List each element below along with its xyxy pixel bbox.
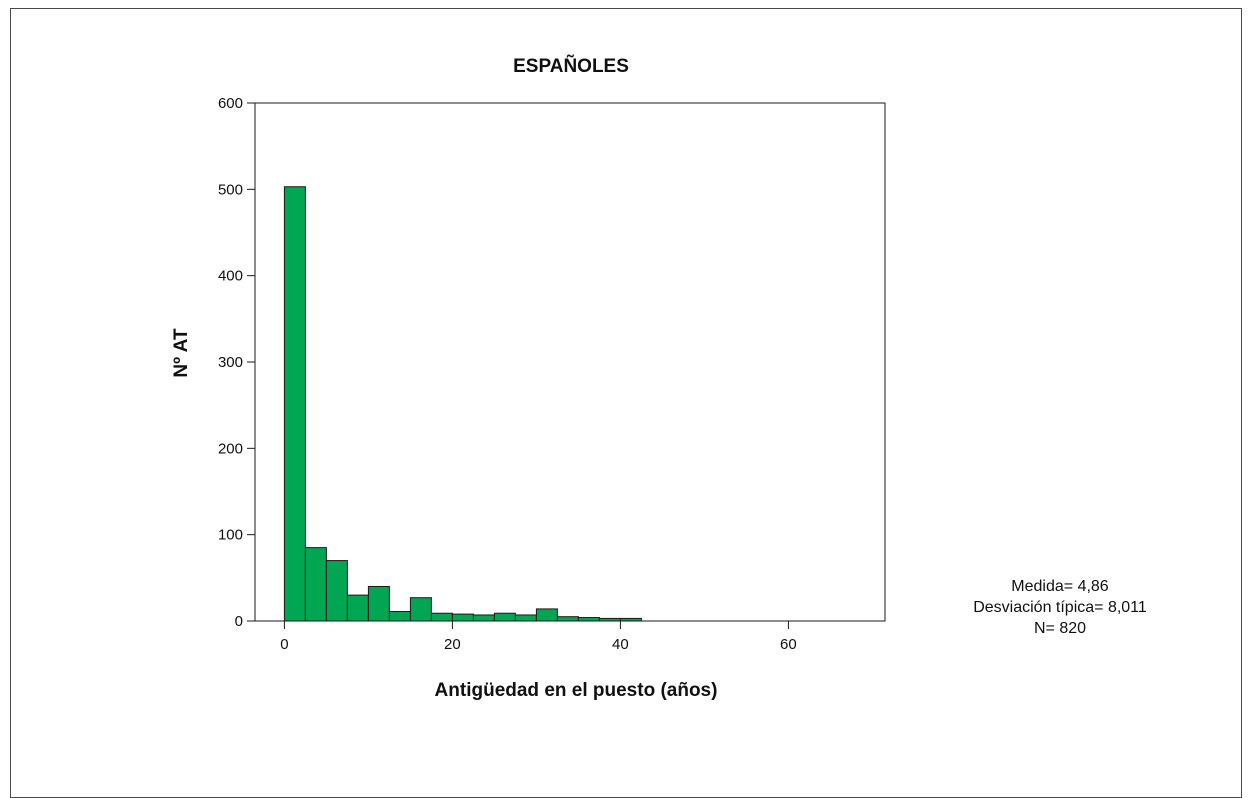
histogram-bar (430, 612, 453, 622)
histogram-bar (304, 547, 327, 622)
x-tick-label: 20 (444, 636, 461, 653)
x-axis-label: Antigüedad en el puesto (años) (435, 680, 718, 701)
histogram-bar (283, 186, 306, 622)
y-tick-label: 0 (235, 613, 243, 630)
histogram-bar (493, 612, 516, 622)
chart-title: ESPAÑOLES (513, 55, 629, 77)
histogram-bar (535, 608, 558, 622)
histogram-bar (556, 616, 579, 622)
histogram-bar (577, 617, 600, 622)
histogram-bar (451, 613, 474, 622)
x-tick-label: 60 (780, 636, 797, 653)
y-tick-label: 500 (218, 181, 243, 198)
x-tick-label: 40 (612, 636, 629, 653)
y-axis-label: Nº AT (171, 328, 192, 378)
histogram-bar (346, 594, 369, 622)
stat-mean: Medida= 4,86 (1011, 578, 1109, 595)
plot-area (254, 102, 886, 622)
histogram-bar (409, 597, 432, 622)
histogram-bar (367, 585, 390, 622)
histogram-bar (325, 560, 348, 622)
histogram-chart: ESPAÑOLES 0 100 200 300 400 500 600 0 20 40 60 An… (171, 55, 886, 701)
y-axis: 0 100 200 300 400 500 600 (218, 95, 255, 630)
y-tick-label: 100 (218, 527, 243, 544)
x-tick-label: 0 (280, 636, 288, 653)
summary-stats: Medida= 4,86 Desviación típica= 8,011 N=… (940, 576, 1180, 639)
histogram-bars (283, 186, 642, 622)
stat-n: N= 820 (1033, 620, 1087, 637)
histogram-bar (388, 611, 411, 622)
y-tick-label: 300 (218, 354, 243, 371)
y-tick-label: 200 (218, 440, 243, 457)
stat-std-dev: Desviación típica= 8,011 (973, 599, 1147, 616)
histogram-bar (472, 614, 495, 622)
histogram-bar (514, 614, 537, 622)
x-axis: 0 20 40 60 (280, 621, 797, 653)
y-tick-label: 400 (218, 268, 243, 285)
y-tick-label: 600 (218, 95, 243, 112)
